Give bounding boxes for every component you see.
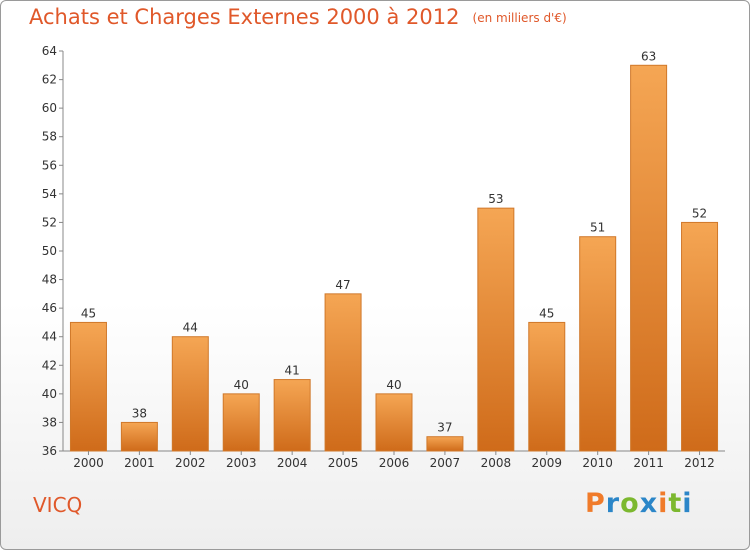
- x-tick-label: 2001: [124, 456, 155, 470]
- y-tick-label: 46: [42, 301, 57, 315]
- y-tick-label: 60: [42, 101, 57, 115]
- bar-2006: [375, 393, 413, 452]
- bar-value-label: 63: [641, 49, 656, 63]
- y-tick-label: 38: [42, 415, 57, 429]
- logo-letter: t: [668, 488, 683, 519]
- chart-unit: (en milliers d'€): [472, 11, 567, 25]
- x-tick-label: 2005: [328, 456, 359, 470]
- bar-value-label: 40: [234, 378, 249, 392]
- y-tick-label: 54: [42, 187, 57, 201]
- bar-2011: [630, 64, 668, 452]
- bar-2002: [171, 336, 209, 452]
- y-tick-label: 40: [42, 387, 57, 401]
- x-tick-label: 2008: [481, 456, 512, 470]
- logo-letter: x: [639, 488, 659, 519]
- y-tick-label: 56: [42, 158, 57, 172]
- bar-value-label: 38: [132, 406, 147, 420]
- bar-value-label: 45: [81, 306, 96, 320]
- chart-title-text: Achats et Charges Externes 2000 à 2012: [29, 5, 460, 29]
- x-tick-label: 2010: [582, 456, 613, 470]
- y-tick-label: 48: [42, 273, 57, 287]
- logo-letter: i: [682, 488, 693, 519]
- bar-2010: [579, 236, 617, 452]
- logo-letter: r: [605, 488, 621, 519]
- bar-value-label: 41: [285, 364, 300, 378]
- bar-2009: [528, 321, 566, 452]
- bar-value-label: 37: [437, 421, 452, 435]
- y-tick-label: 36: [42, 444, 57, 458]
- y-tick-label: 64: [42, 44, 57, 58]
- y-tick-label: 42: [42, 358, 57, 372]
- x-tick-label: 2003: [226, 456, 257, 470]
- x-tick-label: 2002: [175, 456, 206, 470]
- proxiti-logo[interactable]: Proxiti: [585, 488, 693, 519]
- bar-value-label: 45: [539, 306, 554, 320]
- commune-name: VICQ: [33, 493, 83, 517]
- chart-title: Achats et Charges Externes 2000 à 2012 (…: [29, 5, 567, 29]
- logo-letter: P: [585, 488, 606, 519]
- x-tick-label: 2007: [430, 456, 461, 470]
- bar-2000: [69, 321, 107, 452]
- bar-2003: [222, 393, 260, 452]
- x-tick-label: 2004: [277, 456, 308, 470]
- bar-2004: [273, 379, 311, 452]
- x-tick-label: 2006: [379, 456, 410, 470]
- bar-value-label: 40: [386, 378, 401, 392]
- bar-2012: [681, 221, 719, 452]
- bar-2005: [324, 293, 362, 452]
- bar-2008: [477, 207, 515, 452]
- x-tick-label: 2011: [633, 456, 664, 470]
- y-tick-label: 44: [42, 330, 57, 344]
- y-tick-label: 58: [42, 130, 57, 144]
- bar-value-label: 51: [590, 221, 605, 235]
- bar-2001: [120, 421, 158, 452]
- y-tick-label: 52: [42, 215, 57, 229]
- x-tick-label: 2009: [531, 456, 562, 470]
- bar-2007: [426, 436, 464, 452]
- y-tick-label: 62: [42, 73, 57, 87]
- logo-letter: o: [620, 488, 640, 519]
- bar-value-label: 52: [692, 206, 707, 220]
- bar-value-label: 47: [335, 278, 350, 292]
- bar-value-label: 44: [183, 321, 198, 335]
- logo-letter: i: [658, 488, 669, 519]
- x-tick-label: 2012: [684, 456, 715, 470]
- y-tick-label: 50: [42, 244, 57, 258]
- x-tick-label: 2000: [73, 456, 104, 470]
- bar-value-label: 53: [488, 192, 503, 206]
